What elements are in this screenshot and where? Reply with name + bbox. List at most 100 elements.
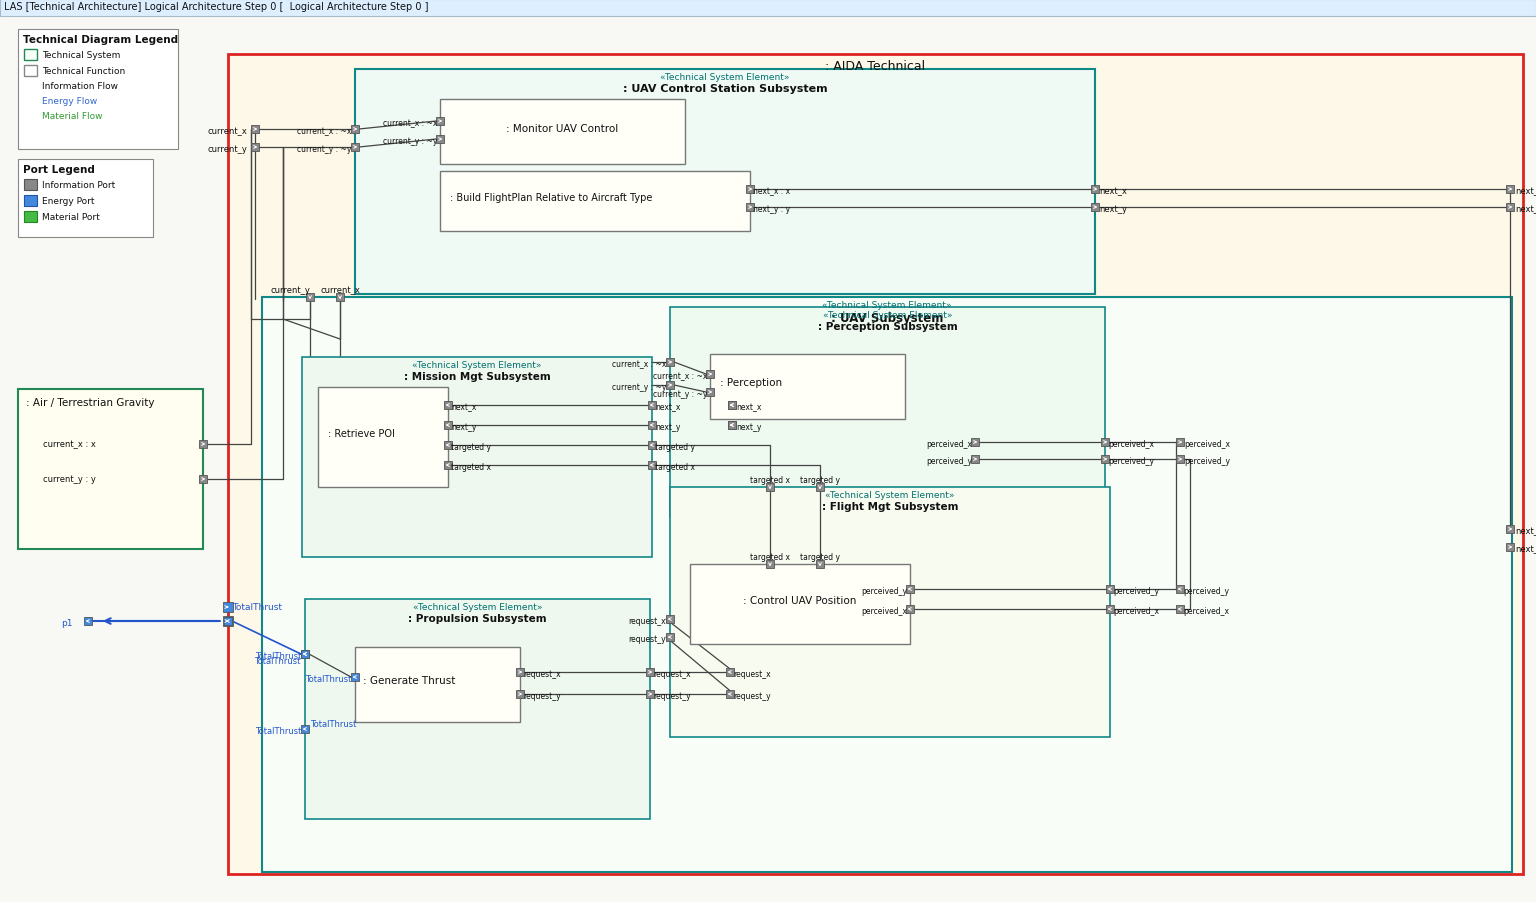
Text: «Technical System Element»: «Technical System Element» [660,73,790,82]
Bar [318,388,449,487]
Bar [728,421,736,429]
Text: TotalThrust: TotalThrust [255,726,301,735]
Text: p1: p1 [61,618,74,627]
Text: request_y: request_y [522,691,561,700]
Bar [647,668,654,676]
Text: perceived_y: perceived_y [926,456,972,465]
Text: LAS [Technical Architecture] Logical Architecture Step 0 [  Logical Architecture: LAS [Technical Architecture] Logical Arc… [5,2,429,12]
Text: Port Legend: Port Legend [23,165,95,175]
Text: : Mission Mgt Subsystem: : Mission Mgt Subsystem [404,372,550,382]
Bar [690,565,909,644]
Bar [439,100,685,165]
Bar [352,143,359,152]
Text: : Retrieve POI: : Retrieve POI [329,428,395,438]
Bar [227,55,1524,874]
Bar [223,603,233,612]
Bar [648,401,656,410]
Bar [444,462,452,469]
Text: current_y : ~y: current_y : ~y [296,145,352,154]
Bar [1101,456,1109,464]
Text: current_y: current_y [270,286,310,295]
Text: : Flight Mgt Subsystem: : Flight Mgt Subsystem [822,502,958,511]
Text: : Build FlightPlan Relative to Aircraft Type: : Build FlightPlan Relative to Aircraft … [450,193,653,203]
Bar [971,456,978,464]
Text: next_y: next_y [1514,545,1536,554]
Text: : Propulsion Subsystem: : Propulsion Subsystem [409,613,547,623]
Bar [516,668,524,676]
Text: current_y: current_y [207,145,247,154]
Text: Information Flow: Information Flow [41,82,118,91]
Bar [444,421,452,429]
Text: next_x: next_x [1514,187,1536,196]
Bar [746,204,754,212]
Text: request_y: request_y [733,691,771,700]
Bar [352,126,359,133]
Bar [25,50,37,61]
Bar [728,421,736,429]
Bar [200,475,207,483]
Bar [0,0,1536,17]
Text: current_y : ~y: current_y : ~y [653,390,707,399]
Text: targeted x: targeted x [654,463,694,472]
Text: perceived_y: perceived_y [1183,586,1229,595]
Bar [1505,204,1514,212]
Bar [816,483,823,492]
Text: «Technical System Element»: «Technical System Element» [413,603,542,612]
Bar [444,441,452,449]
Bar [1177,605,1184,613]
Bar [648,462,656,469]
Text: targeted x: targeted x [750,552,790,561]
Bar [352,673,359,681]
Bar [906,605,914,613]
Text: Energy Port: Energy Port [41,197,95,206]
Text: current_x : ~x: current_x : ~x [611,360,667,369]
Bar [444,401,452,410]
Bar [25,212,37,223]
Text: targeted y: targeted y [452,443,492,452]
Text: next_x: next_x [736,402,762,411]
Text: targeted x: targeted x [452,463,492,472]
Bar [667,615,674,623]
Bar [250,143,260,152]
Bar [727,668,734,676]
Text: request_x: request_x [628,616,667,625]
Text: : Monitor UAV Control: : Monitor UAV Control [507,124,619,133]
Text: targeted y: targeted y [654,443,694,452]
Bar [670,487,1111,737]
Text: TotalThrust: TotalThrust [304,675,352,683]
Text: perceived_y: perceived_y [1114,586,1160,595]
Bar [1106,605,1114,613]
Text: current_x: current_x [319,286,359,295]
Bar [18,390,203,549]
Bar [707,371,714,379]
Text: next_y: next_y [736,422,762,431]
Bar [727,690,734,698]
Bar [1177,585,1184,594]
Bar [816,560,823,568]
Text: perceived_x: perceived_x [926,439,972,448]
Text: next_y: next_y [452,422,476,431]
Bar [670,308,1104,518]
Bar [25,196,37,207]
Text: Technical System: Technical System [41,51,120,60]
Text: current_x : ~x: current_x : ~x [296,127,352,136]
Bar [1091,186,1098,194]
Bar [728,401,736,410]
Text: Technical Diagram Legend: Technical Diagram Legend [23,35,178,45]
Text: : Perception: : Perception [720,378,782,388]
Text: next_x: next_x [1098,187,1127,196]
Bar [224,617,232,625]
Bar [436,118,444,126]
Text: «Technical System Element»: «Technical System Element» [822,300,952,309]
Text: targeted y: targeted y [800,552,840,561]
Bar [667,633,674,641]
Bar [667,382,674,390]
Text: : AIDA Technical: : AIDA Technical [825,60,926,73]
Bar [250,126,260,133]
Bar [263,298,1511,872]
Bar [84,617,92,625]
Text: current_x : ~x: current_x : ~x [382,119,438,128]
Bar [648,441,656,449]
Text: perceived_x: perceived_x [862,606,906,615]
Text: Technical Function: Technical Function [41,67,126,76]
